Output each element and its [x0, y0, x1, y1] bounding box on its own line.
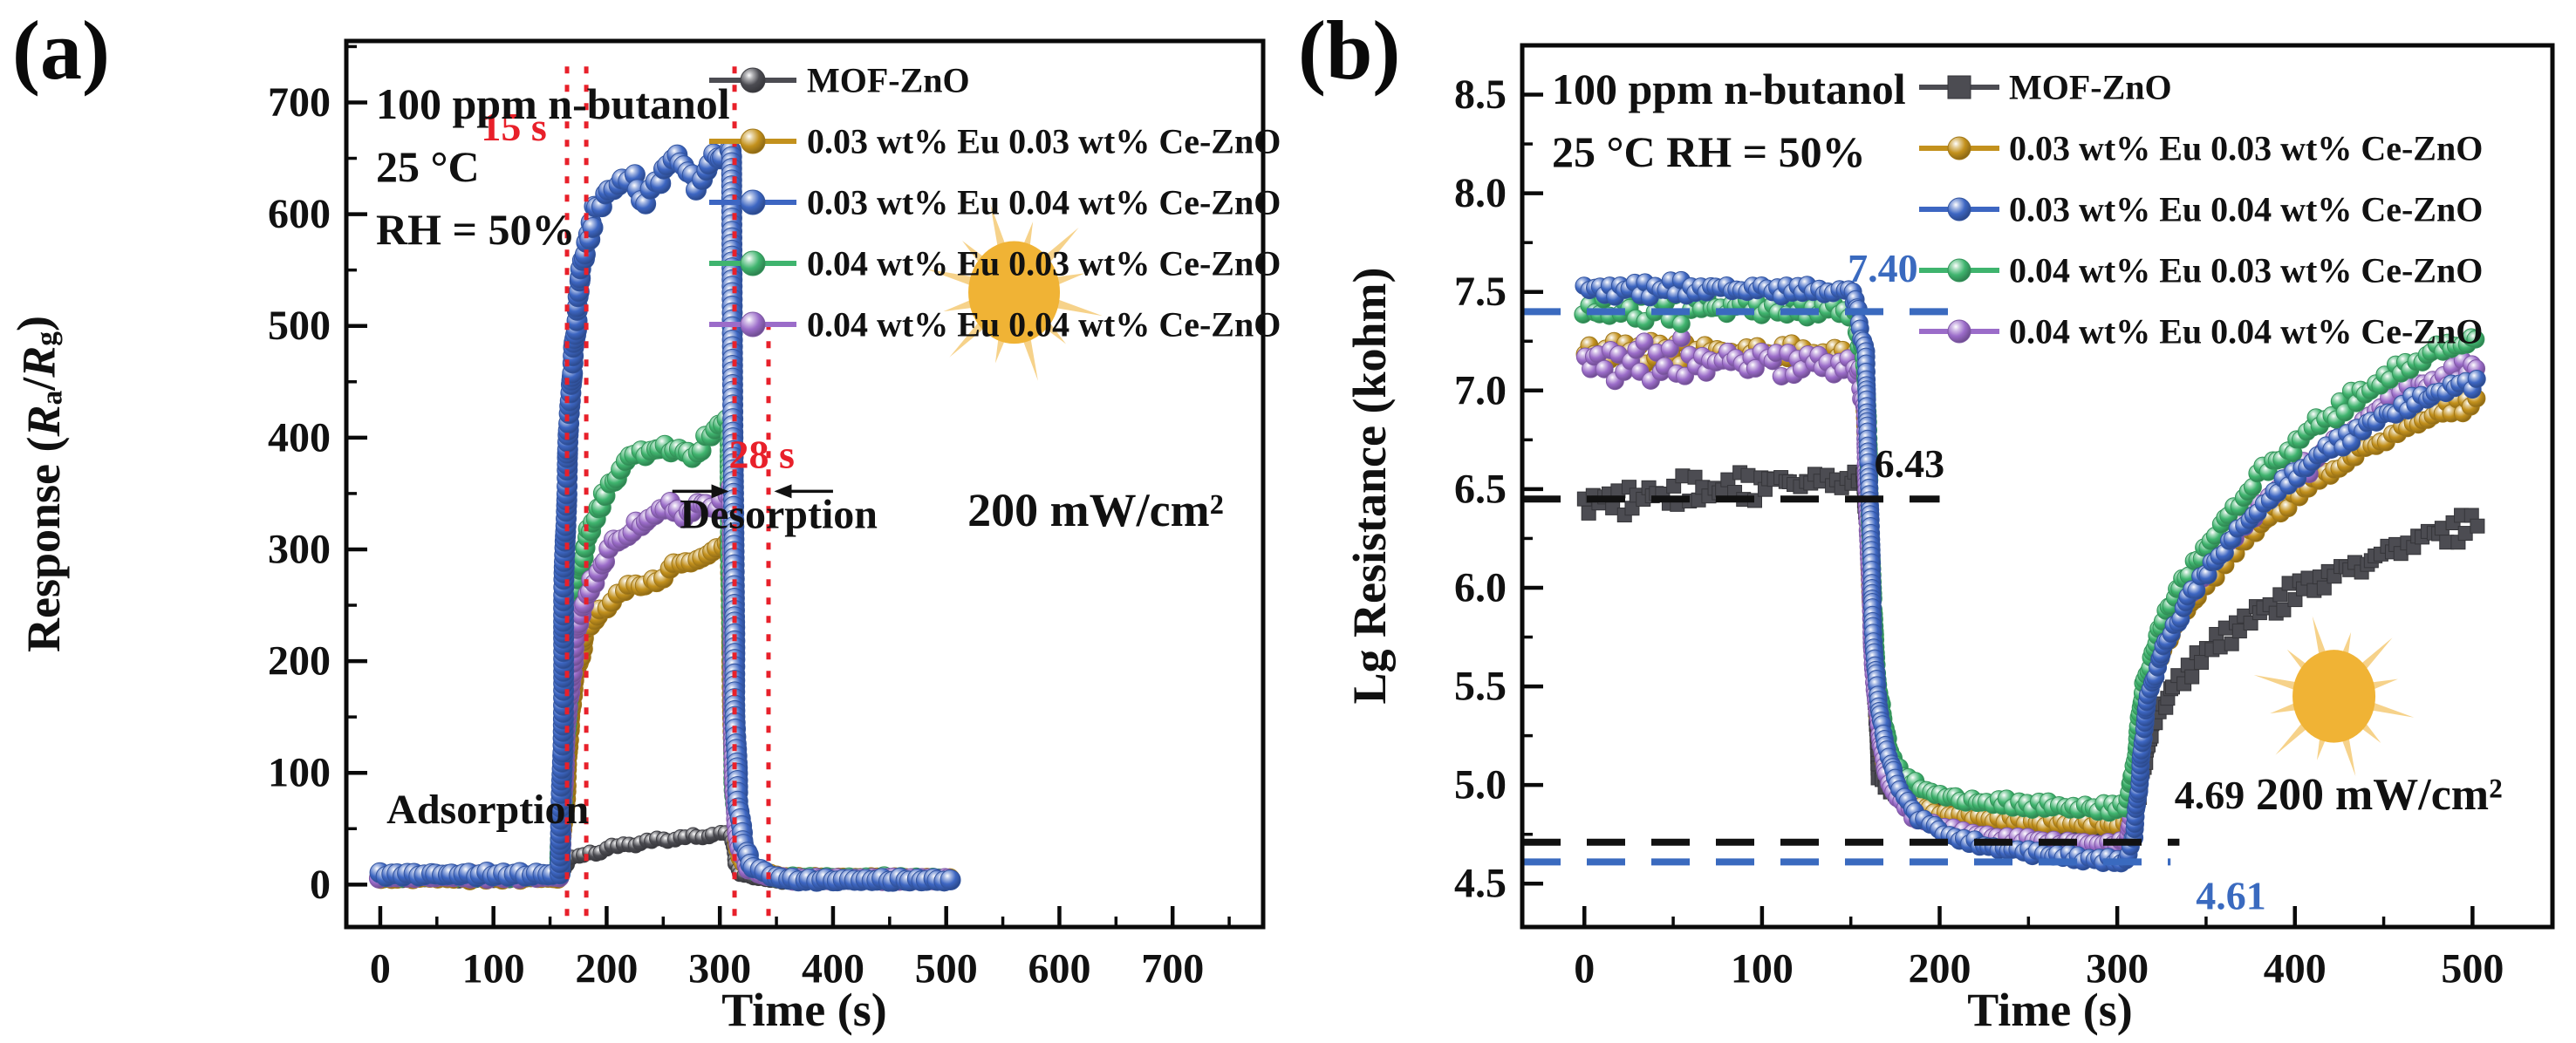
y-tick-label: 5.0 [1454, 762, 1507, 808]
panel-a: 15 s 28 s Adsorption Desorption 200 mW/cm² 0 1… [8, 38, 1281, 1036]
y-tick-label: 100 [268, 750, 331, 796]
y-tick-label: 8.5 [1454, 72, 1507, 118]
y-tick-label: 400 [268, 414, 331, 460]
x-tick-label: 200 [1909, 946, 1971, 992]
y-axis-label: Lg Resistance (kohm) [1343, 268, 1396, 705]
legend-item-0-03-wt-eu-0-04-wt-ce-zno: 0.03 wt% Eu 0.04 wt% Ce-ZnO [1919, 190, 2483, 229]
axis-ticks [346, 44, 1231, 927]
sun-ray [1048, 297, 1104, 317]
y-tick-label: 4.5 [1454, 861, 1507, 907]
light-sun-icon [926, 203, 1104, 381]
annotations: 15 s 28 s Adsorption Desorption 200 mW/cm² [386, 59, 1224, 917]
legend: MOF-ZnO 0.03 wt% Eu 0.03 wt% Ce-ZnO 0.03 w… [709, 61, 1281, 344]
legend-item-0-03-wt-eu-0-04-wt-ce-zno: 0.03 wt% Eu 0.04 wt% Ce-ZnO [709, 183, 1281, 222]
x-tick-label: 200 [575, 946, 638, 992]
sun-body [968, 241, 1061, 344]
y-tick-label: 7.5 [1454, 269, 1507, 315]
legend-label: 0.03 wt% Eu 0.04 wt% Ce-ZnO [2009, 190, 2483, 229]
condition-label-2: 25 °C [376, 142, 480, 191]
legend-item-mof-zno: MOF-ZnO [709, 61, 970, 100]
recovery-arrow-left-head [711, 484, 729, 499]
recovery-time-label: 28 s [728, 433, 794, 477]
y-tick-label: 600 [268, 191, 331, 237]
annotations: 7.40 6.43 4.69 4.61 200 mW/cm² [1522, 246, 2503, 917]
adsorption-label: Adsorption [386, 787, 589, 833]
legend-item-mof-zno: MOF-ZnO [1919, 68, 2172, 107]
x-axis-label: Time (s) [721, 984, 886, 1036]
panel-b-letter: (b) [1298, 3, 1401, 97]
legend-label: 0.03 wt% Eu 0.03 wt% Ce-ZnO [807, 122, 1281, 161]
x-tick-label: 400 [802, 946, 864, 992]
y-tick-label: 0 [310, 862, 331, 908]
legend-label: 0.03 wt% Eu 0.04 wt% Ce-ZnO [807, 183, 1281, 222]
y-tick-label: 300 [268, 526, 331, 572]
legend-item-0-04-wt-eu-0-04-wt-ce-zno: 0.04 wt% Eu 0.04 wt% Ce-ZnO [1919, 312, 2483, 351]
y-tick-label: 8.0 [1454, 170, 1507, 216]
condition-label-1: 100 ppm n-butanol [376, 79, 730, 128]
y-tick-label: 6.0 [1454, 564, 1507, 610]
desorption-label: Desorption [680, 492, 878, 538]
y-tick-label: 200 [268, 638, 331, 685]
y-axis-label: Response (Ra/Rg) [8, 316, 70, 652]
legend-item-0-04-wt-eu-0-03-wt-ce-zno: 0.04 wt% Eu 0.03 wt% Ce-ZnO [709, 244, 1281, 283]
response-time-label: 15 s [481, 105, 546, 149]
condition-label-1: 100 ppm n-butanol [1552, 65, 1906, 113]
legend-label: 0.04 wt% Eu 0.03 wt% Ce-ZnO [2009, 251, 2483, 290]
light-intensity-label: 200 mW/cm² [2256, 770, 2503, 820]
legend: MOF-ZnO 0.03 wt% Eu 0.03 wt% Ce-ZnO 0.03 w… [1919, 68, 2483, 351]
gas-resistance-value: 4.61 [2196, 873, 2266, 917]
x-tick-label: 100 [462, 946, 525, 992]
x-tick-label: 0 [1574, 946, 1595, 992]
x-tick-label: 500 [915, 946, 978, 992]
y-tick-label: 700 [268, 79, 331, 126]
series-layer [368, 139, 961, 892]
legend-item-0-03-wt-eu-0-03-wt-ce-zno: 0.03 wt% Eu 0.03 wt% Ce-ZnO [1919, 129, 2483, 168]
recovery-arrow-right-head [774, 484, 792, 499]
legend-item-0-04-wt-eu-0-03-wt-ce-zno: 0.04 wt% Eu 0.03 wt% Ce-ZnO [1919, 251, 2483, 290]
mof-baseline-value: 6.43 [1875, 441, 1945, 486]
legend-label: 0.03 wt% Eu 0.03 wt% Ce-ZnO [2009, 129, 2483, 168]
sun-ray [2364, 699, 2415, 718]
y-tick-label: 500 [268, 303, 331, 349]
panel-b: 7.40 6.43 4.69 4.61 200 mW/cm² 0 100 200 300 400 5… [1343, 43, 2555, 1036]
light-sun-icon [2253, 616, 2415, 777]
x-tick-label: 500 [2441, 946, 2504, 992]
plot-border [1520, 43, 2555, 930]
x-tick-label: 300 [688, 946, 751, 992]
y-tick-label: 7.0 [1454, 367, 1507, 413]
panel-a-letter: (a) [12, 3, 110, 97]
x-tick-label: 300 [2086, 946, 2149, 992]
sun-ray [2253, 674, 2304, 692]
sun-ray [926, 269, 981, 289]
legend-item-0-04-wt-eu-0-04-wt-ce-zno: 0.04 wt% Eu 0.04 wt% Ce-ZnO [709, 305, 1281, 344]
mof-gas-value: 4.69 [2175, 773, 2245, 817]
x-tick-label: 600 [1028, 946, 1090, 992]
legend-item-0-03-wt-eu-0-03-wt-ce-zno: 0.03 wt% Eu 0.03 wt% Ce-ZnO [709, 122, 1281, 161]
light-intensity-label: 200 mW/cm² [967, 484, 1224, 536]
axis-ticks [1522, 44, 2475, 927]
series-0-03-wt-eu-0-04-wt-ce-zno [369, 139, 961, 892]
series-layer [1574, 270, 2486, 873]
condition-label-3: RH = 50% [376, 205, 576, 254]
x-tick-label: 400 [2264, 946, 2327, 992]
baseline-resistance-value: 7.40 [1848, 246, 1918, 290]
legend-label: 0.04 wt% Eu 0.04 wt% Ce-ZnO [807, 305, 1281, 344]
y-tick-label: 5.5 [1454, 664, 1507, 710]
legend-label: 0.04 wt% Eu 0.03 wt% Ce-ZnO [807, 244, 1281, 283]
x-axis-label: Time (s) [1967, 984, 2132, 1036]
plot-border [344, 38, 1266, 930]
condition-label-2: 25 °C RH = 50% [1552, 127, 1866, 176]
legend-label: 0.04 wt% Eu 0.04 wt% Ce-ZnO [2009, 312, 2483, 351]
legend-label: MOF-ZnO [807, 61, 970, 100]
x-tick-label: 0 [370, 946, 391, 992]
sun-body [2292, 650, 2376, 743]
x-tick-label: 100 [1731, 946, 1794, 992]
x-tick-label: 700 [1141, 946, 1204, 992]
y-tick-label: 6.5 [1454, 466, 1507, 512]
legend-label: MOF-ZnO [2009, 68, 2172, 107]
